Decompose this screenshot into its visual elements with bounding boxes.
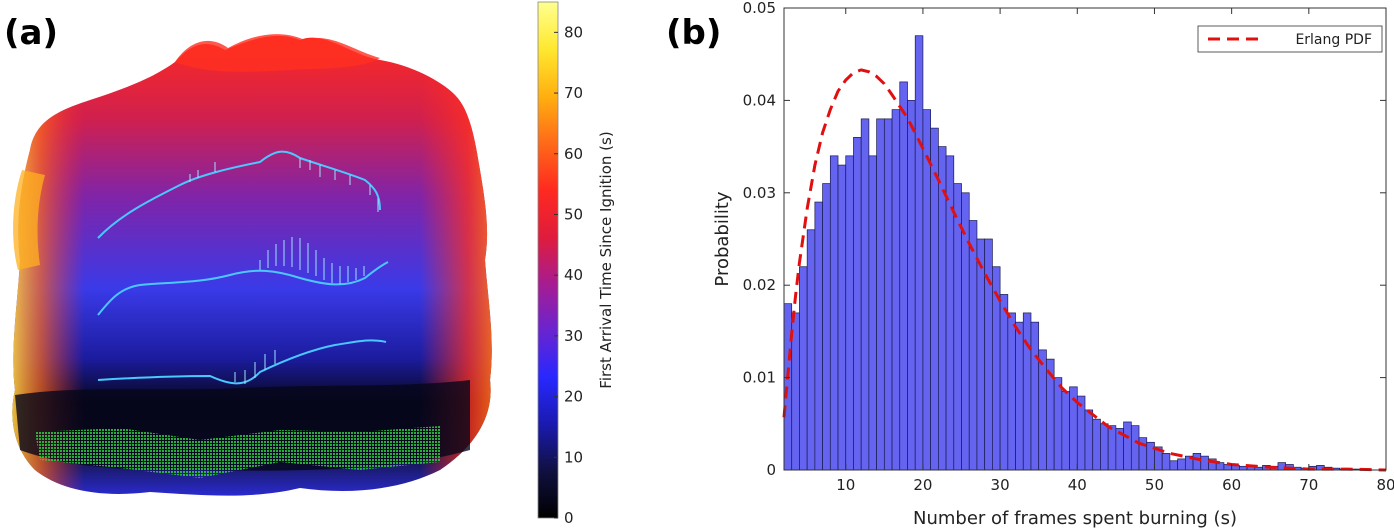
edge-burn-band <box>12 35 492 496</box>
histogram-bar <box>845 155 854 471</box>
histogram-bar <box>1092 418 1101 471</box>
histogram-bar <box>1053 377 1063 471</box>
panel-a: (a) <box>4 1 615 527</box>
histogram-chart: 10 20 30 40 50 60 70 80 0 0.01 0.02 0.03 0.04 0.05 Num… <box>712 0 1394 529</box>
contour-lower <box>97 339 387 385</box>
histogram-bar <box>1061 391 1070 471</box>
colorbar-tick-label: 50 <box>564 205 583 223</box>
contour-middle <box>97 261 389 316</box>
histogram-bar <box>984 238 993 471</box>
histogram-bar <box>976 238 986 471</box>
vectors-middle <box>259 237 365 284</box>
arrival-time-map <box>12 34 492 496</box>
colorbar-gradient <box>537 1 559 519</box>
colorbar: 0 10 20 30 40 50 60 70 80 First Arrival Time Sin… <box>537 1 615 527</box>
x-tick-label: 50 <box>1145 476 1164 494</box>
histogram-bar <box>1030 321 1040 471</box>
colorbar-tick-label: 20 <box>564 388 583 406</box>
y-tick-label: 0.05 <box>743 0 776 17</box>
histogram-bar <box>799 266 808 471</box>
colorbar-tick-label: 10 <box>564 448 583 466</box>
x-tick-label: 20 <box>913 476 932 494</box>
colorbar-tick-label: 70 <box>564 84 583 102</box>
x-tick-label: 30 <box>991 476 1010 494</box>
y-tick-label: 0.03 <box>743 184 776 202</box>
colorbar-tick-label: 60 <box>564 145 583 163</box>
legend-label: Erlang PDF <box>1295 32 1372 48</box>
histogram-bar <box>883 118 893 471</box>
x-tick-label: 10 <box>836 476 855 494</box>
legend: Erlang PDF <box>1197 25 1383 53</box>
histogram-bar <box>999 294 1009 471</box>
colorbar-tick-label: 30 <box>564 327 583 345</box>
erlang-pdf-curve <box>782 68 1387 472</box>
panel-b: (b) 10 20 30 40 50 60 70 80 0 0.01 0.02 0.03 0.04 0.0… <box>666 0 1394 529</box>
histogram-bar <box>1076 395 1086 471</box>
fire-front-contours <box>97 150 389 385</box>
histogram-bar <box>1084 409 1094 471</box>
y-tick-label: 0.01 <box>743 369 776 387</box>
burning-cells <box>35 426 440 478</box>
y-tick-label: 0 <box>766 461 776 479</box>
histogram-bar <box>1161 453 1171 471</box>
histogram-bar <box>1177 458 1186 471</box>
panel-a-label: (a) <box>4 13 58 53</box>
histogram-bar <box>853 137 862 471</box>
histogram-bar <box>1192 453 1202 471</box>
histogram-bar <box>876 118 885 471</box>
panel-b-label: (b) <box>666 13 721 53</box>
histogram-bar <box>1007 312 1016 471</box>
histogram-bar <box>1123 421 1132 471</box>
histogram-bar <box>814 201 823 471</box>
colorbar-tick-label: 0 <box>564 509 574 527</box>
late-arrival-plume-top <box>175 34 380 72</box>
contour-upper <box>97 150 381 239</box>
histogram-bar <box>899 81 908 471</box>
histogram-bar <box>829 155 839 471</box>
histogram-bar <box>1100 423 1109 471</box>
x-tick-label: 40 <box>1068 476 1087 494</box>
histogram-bar <box>1015 321 1024 471</box>
colorbar-ticks: 0 10 20 30 40 50 60 70 80 <box>554 23 583 527</box>
colorbar-tick-label: 80 <box>564 23 583 41</box>
x-tick-label: 70 <box>1299 476 1318 494</box>
histogram-bar <box>822 183 831 471</box>
histogram-bar <box>914 35 924 471</box>
histogram-bar <box>907 100 916 471</box>
vectors-lower <box>234 350 276 384</box>
histogram-bar <box>806 229 816 471</box>
y-tick-label: 0.02 <box>743 276 776 294</box>
front-velocity-vectors <box>189 158 379 384</box>
histogram-bar <box>1130 425 1140 471</box>
histogram-bar <box>945 155 955 471</box>
late-arrival-fringe-left <box>13 170 46 270</box>
vectors-upper <box>189 158 379 212</box>
histogram-bar <box>860 118 870 471</box>
histogram-bar <box>837 164 847 471</box>
histogram-bar <box>1038 349 1047 471</box>
histogram-bar <box>891 109 901 471</box>
histogram-bar <box>968 220 978 471</box>
x-tick-label: 80 <box>1376 476 1394 494</box>
histogram-bar <box>1169 460 1178 471</box>
colorbar-title: First Arrival Time Since Ignition (s) <box>597 131 615 388</box>
axes-frame <box>783 7 1387 471</box>
histogram-bar <box>1200 455 1209 471</box>
histogram-bar <box>868 155 877 471</box>
histogram-bar <box>1022 312 1032 471</box>
histogram-bar <box>1107 425 1117 471</box>
histogram-bar <box>961 192 970 471</box>
y-axis-title: Probability <box>712 191 733 286</box>
x-tick-label: 60 <box>1222 476 1241 494</box>
x-axis-title: Number of frames spent burning (s) <box>913 508 1237 529</box>
colorbar-tick-label: 40 <box>564 266 583 284</box>
y-tick-label: 0.04 <box>743 91 776 109</box>
